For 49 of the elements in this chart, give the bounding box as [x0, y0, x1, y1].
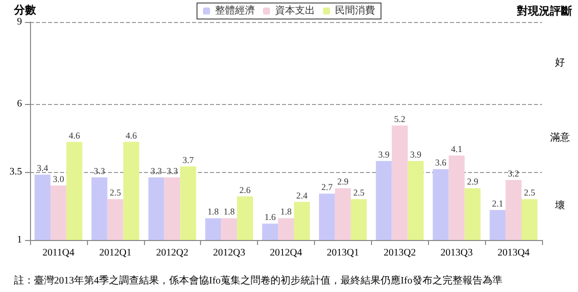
data-label: 3.9 — [410, 149, 422, 160]
data-label: 3.4 — [36, 163, 49, 174]
data-label: 2.9 — [466, 176, 479, 187]
data-label: 1.8 — [208, 206, 220, 217]
text: 好 — [555, 57, 565, 68]
data-label: 3.2 — [508, 168, 520, 179]
data-label: 3.6 — [435, 158, 447, 168]
data-label: 2.7 — [321, 182, 334, 192]
text: 滿意 — [550, 131, 570, 144]
data-label: 3.9 — [378, 149, 390, 160]
x-tick-label: 2013Q4 — [497, 248, 530, 258]
data-label: 3.3 — [94, 166, 106, 176]
data-label: 3.0 — [52, 174, 65, 184]
data-label: 2.1 — [492, 198, 504, 209]
y-tick-label: 9 — [17, 16, 22, 28]
data-label: 2.5 — [353, 188, 365, 198]
data-label: 1.8 — [223, 206, 236, 217]
text: 對現況評斷 — [516, 4, 572, 18]
data-label: 1.8 — [280, 206, 292, 217]
data-label: 3.3 — [150, 166, 162, 176]
legend-label: 資本支出 — [275, 4, 315, 16]
y-tick-label: 6 — [17, 98, 22, 110]
data-label: 1.6 — [264, 212, 276, 222]
data-label: 2.9 — [337, 176, 350, 187]
x-tick-label: 2013Q2 — [384, 248, 416, 258]
y-tick-label: 1 — [17, 234, 22, 246]
data-label: 3.7 — [182, 154, 194, 165]
data-label: 2.5 — [524, 188, 536, 198]
x-tick-label: 2012Q4 — [270, 248, 302, 258]
text: 壞 — [554, 199, 565, 212]
x-tick-label: 2012Q2 — [156, 248, 188, 258]
data-label: 2.5 — [110, 188, 122, 198]
text: 註：臺灣2013年第4季之調查結果，係本會協Ifo蒐集之問卷的初步統計值，最終結果仍應Ifo發布之完整報告為準 — [14, 274, 502, 286]
data-label: 5.2 — [394, 114, 406, 124]
x-tick-label: 2013Q1 — [326, 248, 360, 258]
data-label: 2.6 — [239, 184, 252, 195]
x-tick-label: 2012Q1 — [99, 248, 132, 258]
x-tick-label: 2011Q4 — [42, 248, 74, 258]
x-tick-label: 2012Q3 — [212, 248, 246, 258]
data-label: 2.4 — [296, 190, 308, 200]
y-axis-title: 分數 — [13, 4, 37, 16]
data-label: 4.1 — [451, 144, 462, 154]
data-label: 4.6 — [68, 130, 80, 140]
legend-label: 民間消費 — [335, 4, 375, 16]
y-tick-label: 3.5 — [10, 166, 22, 178]
legend-label: 整體經濟 — [215, 4, 255, 16]
data-label: 4.6 — [126, 130, 138, 140]
data-label: 3.3 — [166, 166, 178, 176]
x-tick-label: 2013Q3 — [440, 248, 473, 258]
